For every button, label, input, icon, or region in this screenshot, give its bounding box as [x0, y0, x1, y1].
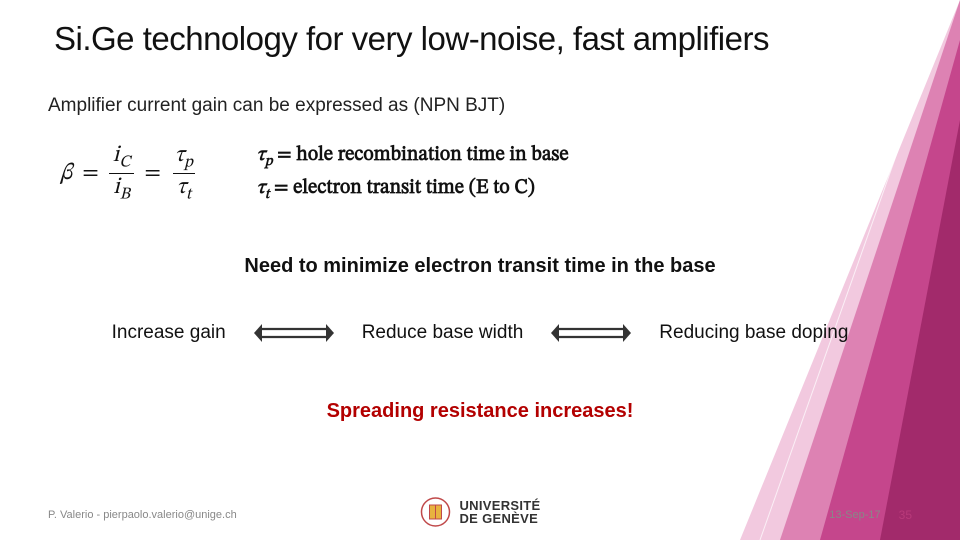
def2-text-a: electron transit time ( — [293, 178, 476, 198]
double-arrow-icon — [551, 320, 631, 346]
slide-number: 35 — [899, 508, 912, 522]
def1-eq: = — [272, 145, 296, 165]
footer-date: 13-Sep-17 — [829, 509, 880, 521]
eq-frac-tau: τp τt — [171, 143, 197, 204]
eq-tt-sub: t — [186, 185, 191, 202]
eq-lhs: β — [60, 159, 72, 188]
eq-tp-sub: p — [184, 153, 193, 170]
row-reduce-base-width: Reduce base width — [362, 322, 524, 344]
eq-ib-sub: B — [120, 185, 130, 202]
eq-frac-current: iC iB — [109, 143, 135, 204]
gain-equation: β = iC iB = τp τt — [60, 143, 197, 204]
def2-text-b: E to C — [476, 178, 528, 198]
eq-tp-var: τ — [175, 144, 184, 167]
row-increase-gain: Increase gain — [112, 322, 226, 344]
minimize-statement: Need to minimize electron transit time i… — [0, 255, 960, 278]
causal-row: Increase gain Reduce base width Reducing… — [0, 320, 960, 346]
eq-sign-2: = — [144, 159, 161, 188]
def2-eq: = — [269, 178, 293, 198]
eq-ic-sub: C — [119, 153, 130, 170]
footer-author: P. Valerio - pierpaolo.valerio@unige.ch — [48, 509, 237, 521]
university-logo: UNIVERSITÉ DE GENÈVE — [419, 496, 540, 528]
def1-text: hole recombination time in base — [296, 145, 568, 165]
seal-icon — [419, 496, 451, 528]
eq-tt-var: τ — [177, 176, 186, 199]
def-tau-t: τt = electron transit time (E to C) — [257, 173, 569, 206]
eq-sign-1: = — [82, 159, 99, 188]
tau-definitions: τp = hole recombination time in base τt … — [257, 140, 569, 207]
def2-text-c: ) — [528, 178, 535, 198]
warning-line: Spreading resistance increases! — [0, 400, 960, 423]
def1-var: τ — [257, 145, 265, 165]
double-arrow-icon — [254, 320, 334, 346]
slide: Si.Ge technology for very low-noise, fas… — [0, 0, 960, 540]
def-tau-p: τp = hole recombination time in base — [257, 140, 569, 173]
logo-line2: DE GENÈVE — [459, 512, 540, 525]
def2-var: τ — [257, 178, 265, 198]
equation-row: β = iC iB = τp τt τp = hole recombinatio… — [60, 140, 900, 207]
intro-line: Amplifier current gain can be expressed … — [48, 95, 505, 117]
slide-title: Si.Ge technology for very low-noise, fas… — [54, 20, 920, 58]
logo-text: UNIVERSITÉ DE GENÈVE — [459, 499, 540, 525]
row-reduce-doping: Reducing base doping — [659, 322, 848, 344]
